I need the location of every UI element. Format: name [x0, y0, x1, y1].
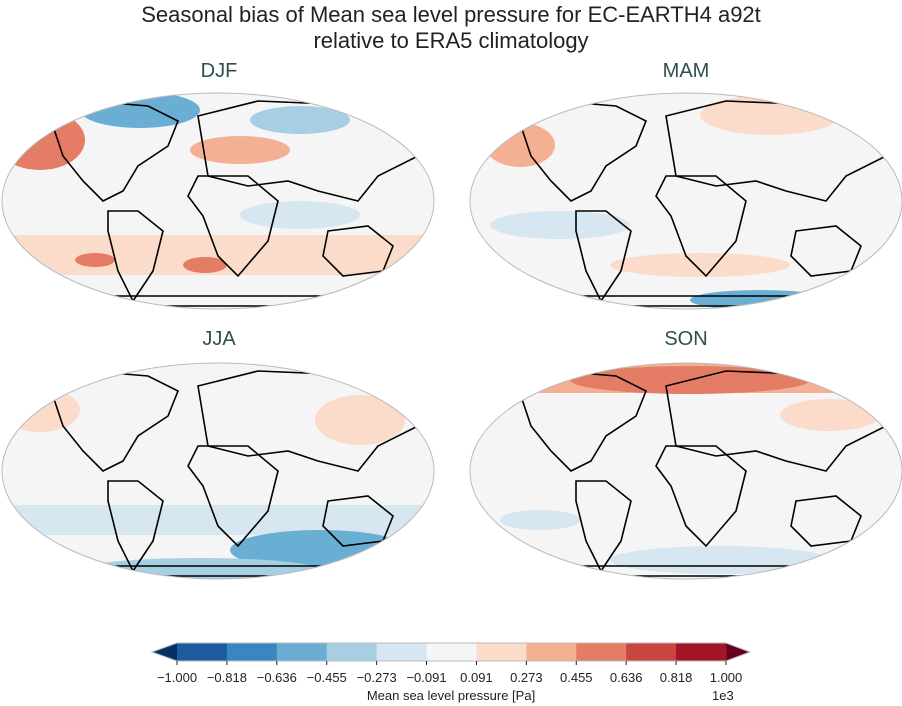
panel-title-jja: JJA — [202, 328, 236, 350]
colorbar-segment — [626, 643, 677, 661]
colorbar-segment — [226, 643, 278, 661]
colorbar-segment — [426, 643, 477, 661]
colorbar-over-arrow — [726, 643, 750, 661]
colorbar-tick-label: 0.091 — [460, 670, 493, 685]
colorbar-segment — [526, 643, 577, 661]
map-panel-jja — [1, 362, 435, 580]
colorbar-segment — [576, 643, 627, 661]
panel-title-djf: DJF — [200, 60, 238, 82]
colorbar-tick-label: −1.000 — [156, 670, 198, 685]
colorbar-tick-label: 0.636 — [609, 670, 643, 685]
colorbar-tick-label: 0.818 — [659, 670, 693, 685]
map-panel-mam — [469, 92, 902, 310]
colorbar-tick-label: 0.455 — [559, 670, 593, 685]
colorbar-segment — [476, 643, 527, 661]
panel-title-son: SON — [664, 328, 708, 350]
colorbar — [150, 642, 752, 665]
colorbar-tick-label: 0.273 — [510, 670, 543, 685]
colorbar-multiplier: 1e3 — [712, 688, 734, 703]
map-panel-djf — [1, 92, 435, 310]
figure-title-line2: relative to ERA5 climatology — [313, 28, 589, 53]
colorbar-segment — [376, 643, 428, 661]
map-panel-son — [469, 362, 902, 580]
colorbar-tick-label: −0.091 — [406, 670, 447, 685]
colorbar-segment — [177, 643, 228, 661]
figure-title-line1: Seasonal bias of Mean sea level pressure… — [141, 2, 761, 27]
colorbar-segment — [326, 643, 378, 661]
colorbar-tick-label: 1.000 — [709, 670, 743, 685]
colorbar-under-arrow — [152, 643, 177, 661]
colorbar-tick-label: −0.818 — [206, 670, 247, 685]
colorbar-tick-label: −0.636 — [256, 670, 297, 685]
colorbar-tick-label: −0.455 — [306, 670, 347, 685]
colorbar-segment — [676, 643, 727, 661]
panel-title-mam: MAM — [662, 60, 710, 82]
colorbar-tick-label: −0.273 — [356, 670, 397, 685]
colorbar-label: Mean sea level pressure [Pa] — [366, 688, 536, 703]
colorbar-segment — [276, 643, 328, 661]
